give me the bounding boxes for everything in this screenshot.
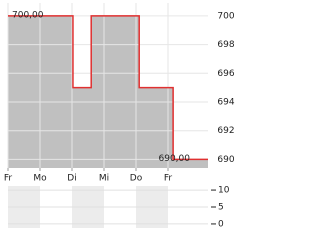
y-tick-label: 10: [218, 186, 230, 196]
value-label: 690,00: [159, 154, 191, 164]
x-tick-label: Fr: [4, 174, 13, 184]
x-tick-label: Mi: [99, 174, 109, 184]
y-tick-label: 694: [217, 98, 234, 108]
y-tick-label: 690: [217, 155, 234, 165]
y-tick-label: 696: [217, 69, 234, 79]
x-tick-label: Fr: [164, 174, 173, 184]
price-line: [8, 15, 208, 161]
chart: 700,00 690,00 690 692 694 696 698 700 Fr Mo Di Mi Do…: [4, 3, 235, 229]
y-tick-label: 700: [217, 11, 234, 21]
x-tick-label: Mo: [33, 174, 47, 184]
y-tick-label: 5: [218, 203, 224, 213]
price-area: [8, 15, 208, 169]
x-tick-label: Do: [130, 174, 143, 184]
value-label: 700,00: [12, 10, 44, 20]
y-tick-label: 698: [217, 40, 234, 50]
y-tick-label: 0: [218, 219, 224, 229]
y-tick-label: 692: [217, 126, 234, 136]
x-tick-label: Di: [67, 174, 76, 184]
